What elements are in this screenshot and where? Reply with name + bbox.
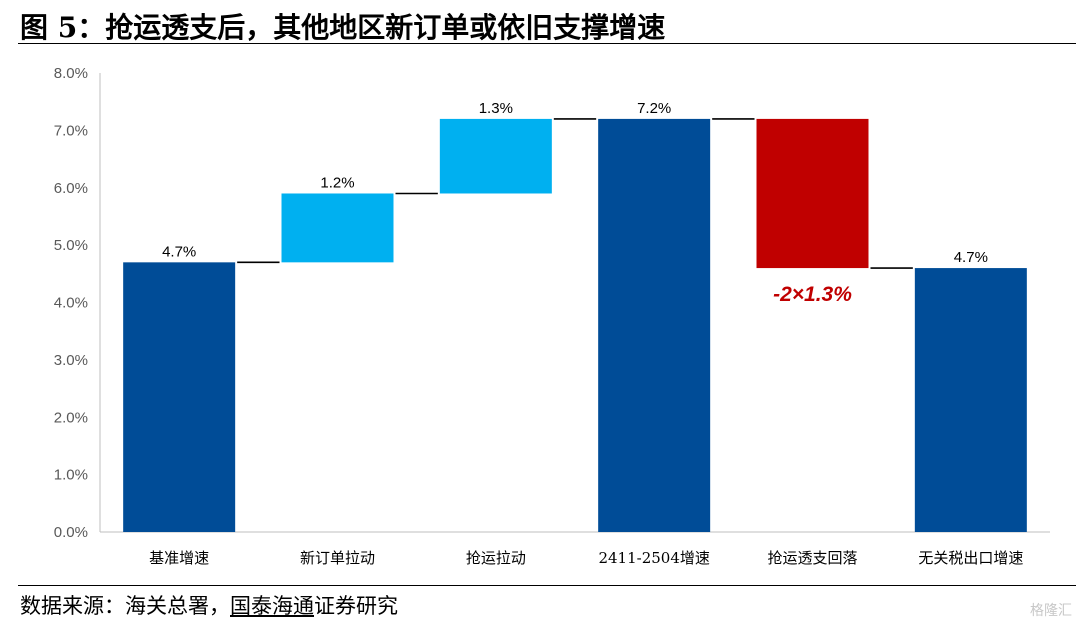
source-note: 数据来源：海关总署，国泰海通证券研究 (20, 590, 398, 620)
y-tick-label: 7.0% (54, 122, 88, 139)
data-label: 7.2% (637, 100, 671, 117)
bar-total (598, 118, 711, 533)
source-prefix: 数据来源：海关总署， (20, 594, 230, 618)
bar-decrease (756, 118, 869, 269)
data-label: 1.2% (320, 174, 354, 191)
y-tick-label: 4.0% (54, 295, 88, 312)
watermark-text: 格隆汇 (1030, 603, 1072, 619)
x-category-label: 抢运拉动 (466, 549, 526, 567)
y-tick-label: 1.0% (54, 467, 88, 484)
x-category-label: 基准增速 (149, 549, 209, 567)
bar-total (914, 268, 1027, 532)
x-category-label: 2411-2504增速 (598, 549, 709, 567)
bar-increase (439, 118, 552, 194)
source-divider (18, 585, 1076, 586)
title-divider (18, 43, 1076, 44)
y-tick-label: 0.0% (54, 524, 88, 541)
y-tick-label: 5.0% (54, 237, 88, 254)
y-tick-label: 6.0% (54, 180, 88, 197)
x-category-label: 新订单拉动 (300, 549, 375, 567)
y-tick-label: 8.0% (54, 65, 88, 82)
data-label-decrease: -2×1.3% (773, 283, 852, 306)
bar-total (123, 262, 236, 532)
y-tick-label: 2.0% (54, 409, 88, 426)
source-suffix: 证券研究 (314, 594, 398, 618)
bar-increase (281, 193, 394, 263)
x-category-label: 无关税出口增速 (918, 549, 1023, 567)
data-label: 4.7% (162, 243, 196, 260)
figure-title: 图 5：抢运透支后，其他地区新订单或依旧支撑增速 (20, 11, 666, 44)
data-label: 1.3% (479, 100, 513, 117)
x-category-label: 抢运透支回落 (767, 549, 857, 567)
source-firm: 国泰海通 (230, 594, 314, 618)
y-tick-label: 3.0% (54, 352, 88, 369)
data-label: 4.7% (954, 249, 988, 266)
